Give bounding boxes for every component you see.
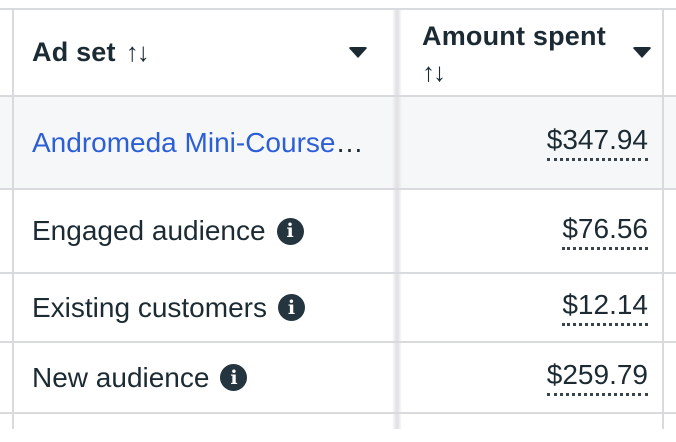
- chevron-down-icon[interactable]: [632, 47, 652, 58]
- column-divider: [392, 10, 402, 95]
- ad-set-name-cell: Andromeda Mini-Course…: [14, 97, 392, 188]
- table-row: [0, 414, 676, 429]
- ad-set-name-cell: [14, 414, 392, 429]
- table-row[interactable]: Andromeda Mini-Course… $347.94: [0, 97, 676, 190]
- ad-set-header-label: Ad set: [32, 36, 116, 67]
- table-row[interactable]: Engaged audience i $76.56: [0, 190, 676, 274]
- amount-value[interactable]: $76.56: [562, 213, 648, 250]
- ad-set-name-cell: Engaged audience i: [14, 190, 392, 272]
- left-edge-column: [0, 190, 14, 272]
- right-edge-column: [662, 10, 676, 95]
- amount-value[interactable]: $347.94: [546, 124, 648, 161]
- amount-spent-header-label: Amount spent: [422, 21, 606, 52]
- amount-spent-cell: [402, 414, 662, 429]
- ad-set-name-cell: Existing customers i: [14, 274, 392, 341]
- amount-value[interactable]: $12.14: [562, 289, 648, 326]
- table-header-row: Ad set ↑↓ Amount spent ↑↓: [0, 10, 676, 97]
- amount-value[interactable]: $259.79: [546, 359, 648, 396]
- right-edge-column: [662, 97, 676, 188]
- column-divider: [392, 414, 402, 429]
- amount-spent-cell: $259.79: [402, 343, 662, 412]
- right-edge-column: [662, 414, 676, 429]
- column-divider: [392, 274, 402, 341]
- column-divider: [392, 190, 402, 272]
- amount-spent-cell: $347.94: [402, 97, 662, 188]
- table-row[interactable]: Existing customers i $12.14: [0, 274, 676, 343]
- chevron-down-icon[interactable]: [348, 47, 368, 58]
- amount-spent-cell: $76.56: [402, 190, 662, 272]
- table-row[interactable]: New audience i $259.79: [0, 343, 676, 414]
- left-edge-column: [0, 414, 14, 429]
- table-top-strip: [0, 0, 676, 10]
- amount-spent-cell: $12.14: [402, 274, 662, 341]
- ad-set-name-cell: New audience i: [14, 343, 392, 412]
- column-divider: [392, 97, 402, 188]
- right-edge-column: [662, 190, 676, 272]
- right-edge-column: [662, 274, 676, 341]
- ad-set-name: Engaged audience: [32, 215, 266, 246]
- column-header-ad-set[interactable]: Ad set ↑↓: [14, 10, 392, 95]
- ad-set-name: Existing customers: [32, 291, 267, 323]
- sort-icon[interactable]: ↑↓: [422, 56, 446, 87]
- left-edge-column: [0, 97, 14, 188]
- amount-spent-header-block: Amount spent ↑↓: [422, 17, 606, 87]
- info-icon[interactable]: i: [277, 294, 305, 321]
- truncation-ellipsis: …: [335, 126, 364, 158]
- left-edge-column: [0, 274, 14, 341]
- sort-icon[interactable]: ↑↓: [125, 37, 150, 67]
- column-header-amount-spent[interactable]: Amount spent ↑↓: [402, 10, 662, 95]
- info-icon[interactable]: i: [276, 217, 304, 245]
- ad-set-link[interactable]: Andromeda Mini-Course: [32, 126, 336, 158]
- right-edge-column: [662, 343, 676, 412]
- ad-set-name: New audience: [32, 361, 210, 393]
- info-icon[interactable]: i: [220, 364, 248, 391]
- column-divider: [392, 343, 402, 412]
- left-edge-column: [0, 10, 14, 95]
- left-edge-column: [0, 343, 14, 412]
